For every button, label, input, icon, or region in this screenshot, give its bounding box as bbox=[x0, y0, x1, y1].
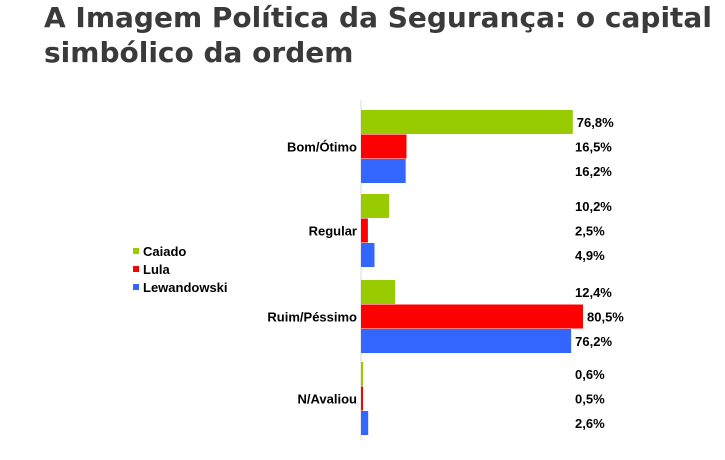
legend-label-lewandowski: Lewandowski bbox=[143, 280, 228, 295]
legend-label-lula: Lula bbox=[143, 262, 170, 277]
bar-n-avaliou-caiado bbox=[361, 362, 363, 386]
value-label-ruim-pessimo-lewandowski: 76,2% bbox=[575, 334, 612, 349]
value-label-n-avaliou-lula: 0,5% bbox=[575, 392, 605, 407]
value-label-bom-otimo-lula: 16,5% bbox=[575, 140, 612, 155]
bar-ruim-pessimo-lula bbox=[361, 304, 583, 329]
bar-n-avaliou-lula bbox=[361, 386, 363, 411]
value-label-ruim-pessimo-lula: 80,5% bbox=[587, 310, 624, 325]
legend-swatch-lewandowski bbox=[133, 284, 139, 290]
legend-swatch-caiado bbox=[133, 248, 139, 254]
value-label-n-avaliou-lewandowski: 2,6% bbox=[575, 416, 605, 431]
legend: Caiado Lula Lewandowski bbox=[133, 244, 228, 295]
bar-ruim-pessimo-caiado bbox=[361, 280, 396, 304]
bars-layer: Bom/Ótimo 76,8% 16,5% 16,2% Regular 10,2% 2,5%… bbox=[267, 110, 624, 435]
legend-swatch-lula bbox=[133, 266, 139, 272]
value-label-regular-lula: 2,5% bbox=[575, 224, 605, 239]
bar-regular-lewandowski bbox=[361, 243, 375, 267]
value-label-bom-otimo-lewandowski: 16,2% bbox=[575, 164, 612, 179]
category-label-regular: Regular bbox=[309, 224, 357, 239]
category-label-bom-otimo: Bom/Ótimo bbox=[287, 140, 357, 155]
slide-title-line-1: A Imagem Política da Segurança: o capita… bbox=[44, 1, 712, 34]
value-label-n-avaliou-caiado: 0,6% bbox=[575, 367, 605, 382]
slide-title: A Imagem Política da Segurança: o capita… bbox=[44, 0, 714, 70]
value-label-regular-caiado: 10,2% bbox=[575, 199, 612, 214]
bar-regular-lula bbox=[361, 218, 368, 243]
bar-bom-otimo-caiado bbox=[361, 110, 573, 134]
value-label-ruim-pessimo-caiado: 12,4% bbox=[575, 285, 612, 300]
category-label-n-avaliou: N/Avaliou bbox=[298, 392, 358, 407]
bar-ruim-pessimo-lewandowski bbox=[361, 329, 572, 353]
legend-label-caiado: Caiado bbox=[143, 244, 186, 259]
bar-regular-caiado bbox=[361, 194, 390, 218]
value-label-bom-otimo-caiado: 76,8% bbox=[577, 115, 614, 130]
slide-title-line-2: simbólico da ordem bbox=[44, 36, 354, 69]
category-label-ruim-pessimo: Ruim/Péssimo bbox=[267, 310, 357, 325]
bar-bom-otimo-lewandowski bbox=[361, 159, 406, 183]
bar-bom-otimo-lula bbox=[361, 134, 407, 159]
value-label-regular-lewandowski: 4,9% bbox=[575, 248, 605, 263]
bar-n-avaliou-lewandowski bbox=[361, 411, 369, 435]
